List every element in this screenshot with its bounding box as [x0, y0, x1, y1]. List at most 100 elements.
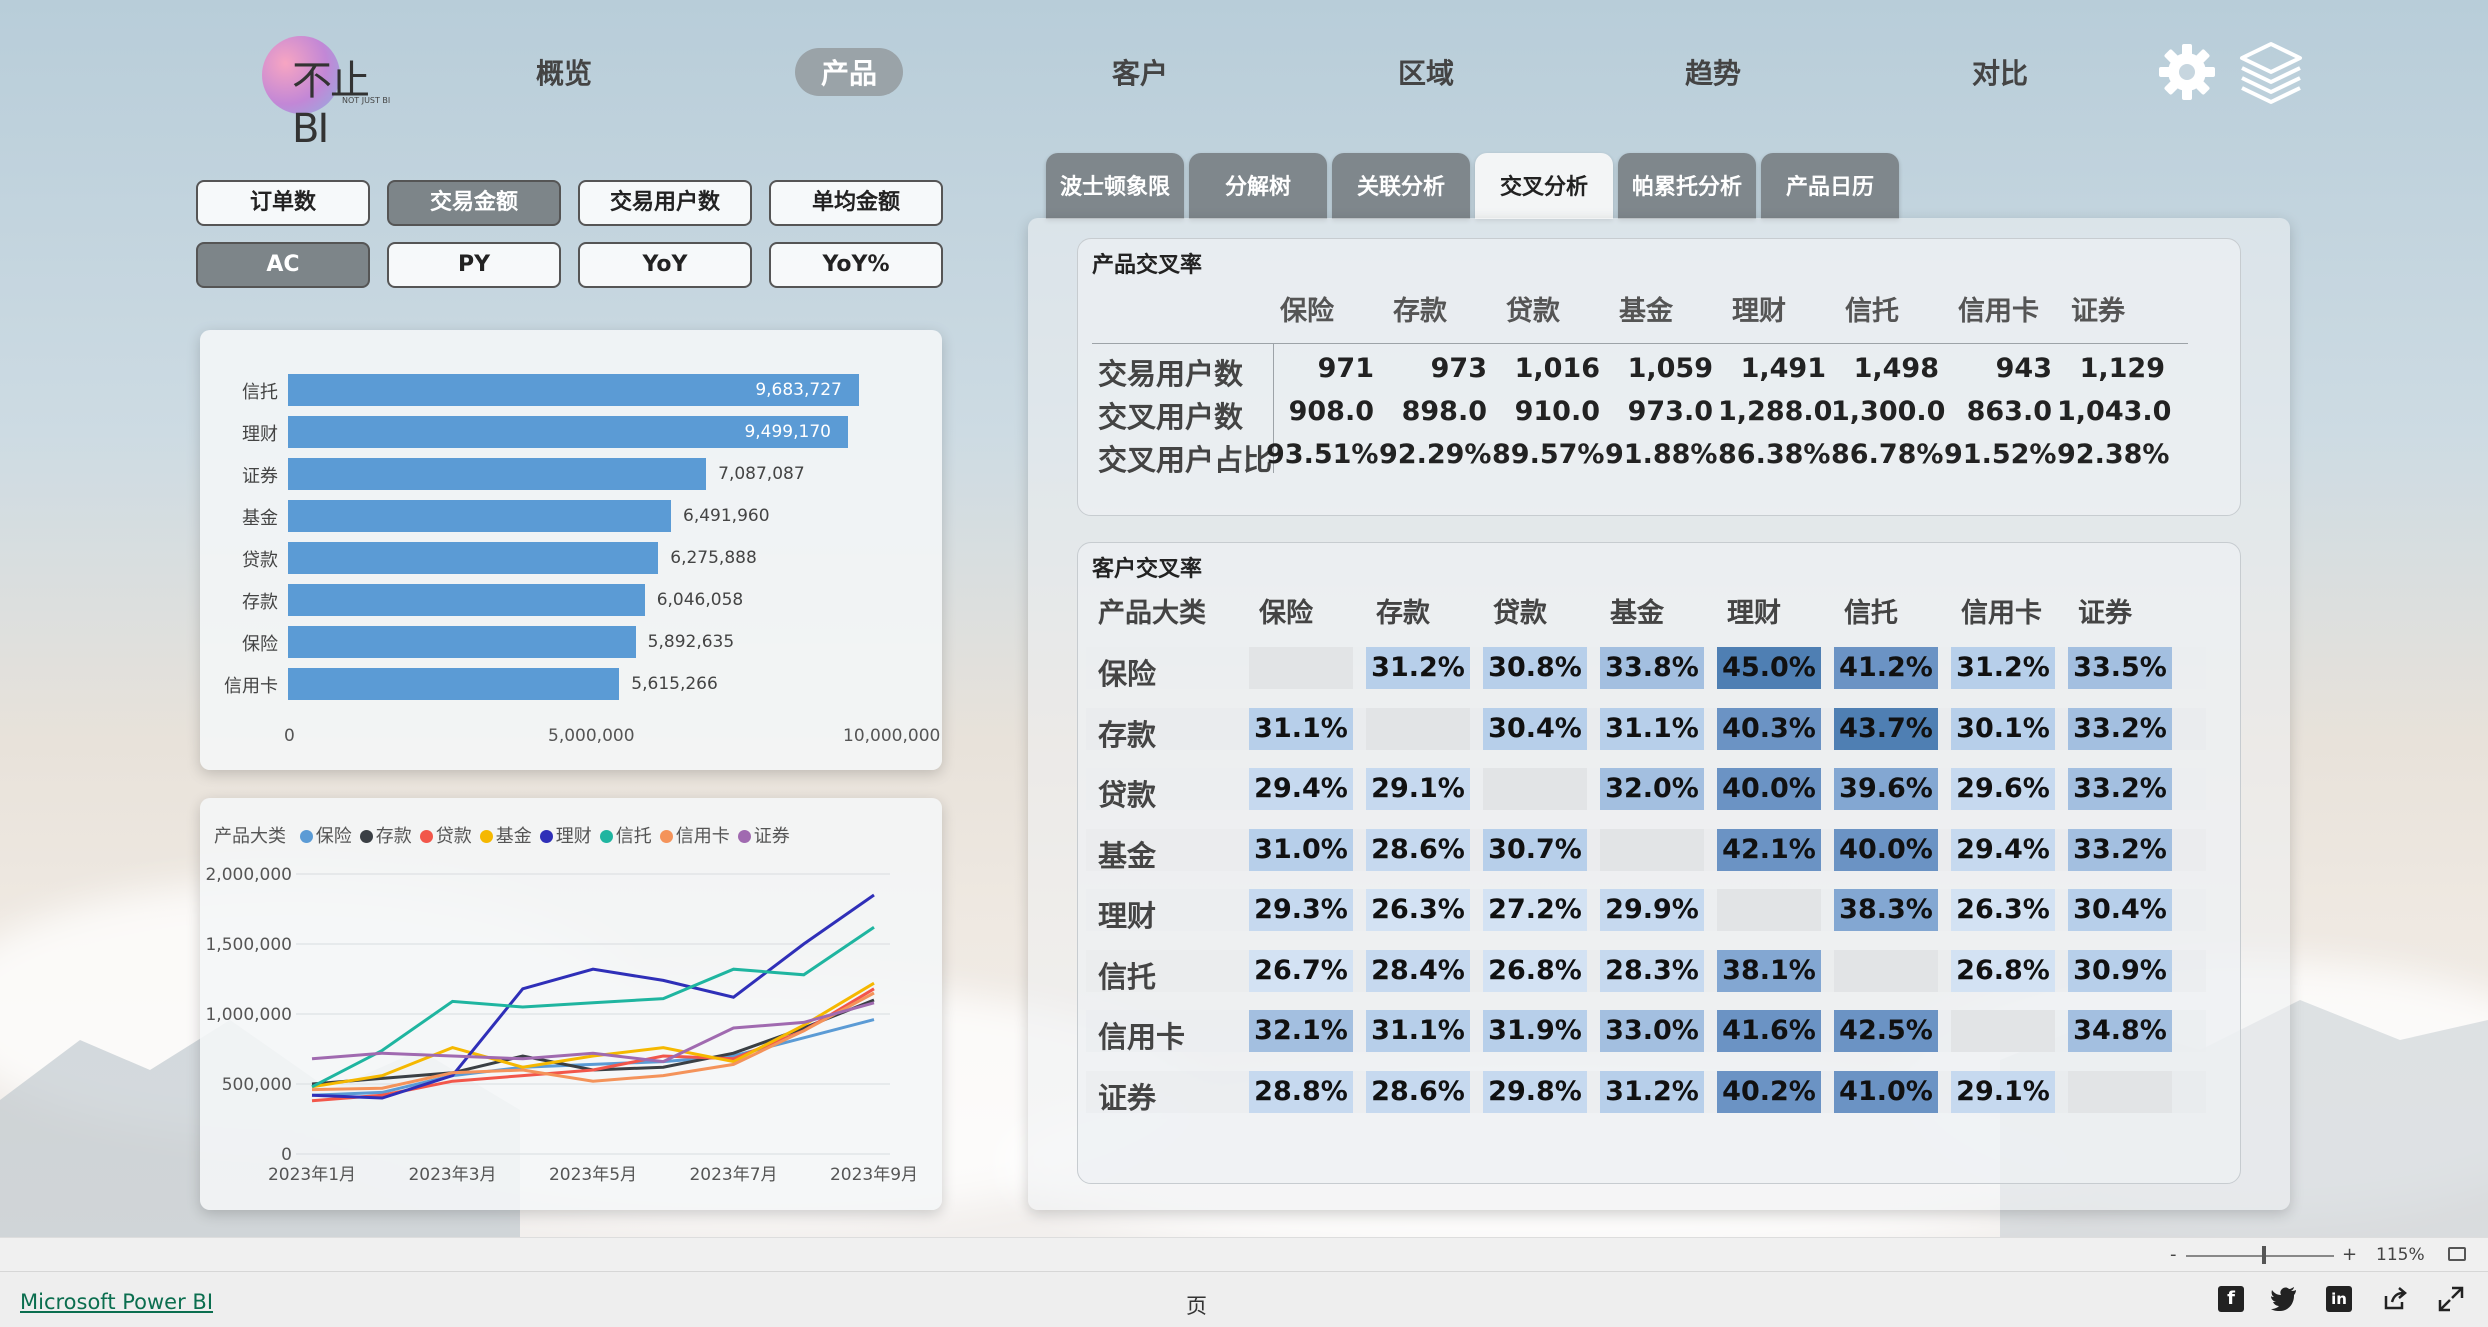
matrix-cell[interactable]: [1717, 889, 1821, 931]
period-py-button[interactable]: PY: [387, 242, 561, 288]
layers-icon[interactable]: [2236, 38, 2306, 106]
gear-icon[interactable]: [2157, 42, 2217, 102]
measure-orders-button[interactable]: 订单数: [196, 180, 370, 226]
matrix-cell[interactable]: [1834, 949, 1938, 992]
matrix-cell[interactable]: 29.1%: [1366, 768, 1470, 810]
zoom-in-button[interactable]: +: [2342, 1244, 2358, 1265]
share-icon[interactable]: [2382, 1286, 2408, 1312]
matrix-cell[interactable]: 26.8%: [1483, 949, 1587, 992]
matrix-cell[interactable]: 33.2%: [2068, 707, 2172, 750]
matrix-cell[interactable]: 26.8%: [1951, 949, 2055, 992]
matrix-cell[interactable]: [2068, 1070, 2172, 1113]
matrix-cell[interactable]: 31.0%: [1249, 828, 1353, 871]
matrix-cell[interactable]: 40.2%: [1717, 1070, 1821, 1113]
nav-overview[interactable]: 概览: [536, 57, 593, 90]
nav-region[interactable]: 区域: [1398, 57, 1455, 90]
bar[interactable]: [288, 374, 860, 406]
nav-compare[interactable]: 对比: [1972, 57, 2029, 90]
matrix-cell[interactable]: 42.5%: [1834, 1010, 1938, 1052]
matrix-cell[interactable]: 40.3%: [1717, 707, 1821, 750]
matrix-cell[interactable]: [1366, 707, 1470, 750]
series-line-4[interactable]: [311, 893, 875, 1100]
nav-customer[interactable]: 客户: [1112, 57, 1169, 90]
matrix-cell[interactable]: 26.7%: [1249, 949, 1353, 992]
zoom-slider[interactable]: [2186, 1255, 2334, 1257]
bar[interactable]: [288, 500, 672, 532]
matrix-cell[interactable]: 31.2%: [1600, 1070, 1704, 1113]
matrix-cell[interactable]: 29.4%: [1249, 768, 1353, 810]
matrix-cell[interactable]: 30.8%: [1483, 647, 1587, 689]
legend-item[interactable]: 理财: [539, 826, 592, 847]
matrix-cell[interactable]: 29.9%: [1600, 889, 1704, 931]
matrix-cell[interactable]: 40.0%: [1717, 768, 1821, 810]
matrix-cell[interactable]: 30.4%: [2068, 889, 2172, 931]
matrix-cell[interactable]: [1249, 647, 1353, 689]
legend-item[interactable]: 信用卡: [659, 826, 730, 847]
legend-item[interactable]: 基金: [479, 826, 532, 847]
nav-product[interactable]: 产品: [795, 48, 904, 96]
tab-5[interactable]: 产品日历: [1761, 153, 1899, 219]
measure-amount-button[interactable]: 交易金额: [387, 180, 561, 226]
zoom-slider-thumb[interactable]: [2262, 1246, 2266, 1264]
bar[interactable]: [288, 668, 620, 700]
matrix-cell[interactable]: 32.1%: [1249, 1010, 1353, 1052]
measure-users-button[interactable]: 交易用户数: [578, 180, 752, 226]
matrix-cell[interactable]: 33.8%: [1600, 647, 1704, 689]
matrix-cell[interactable]: 28.6%: [1366, 828, 1470, 871]
tab-4[interactable]: 帕累托分析: [1618, 153, 1756, 219]
tab-2[interactable]: 关联分析: [1332, 153, 1470, 219]
matrix-cell[interactable]: 31.2%: [1951, 647, 2055, 689]
fullscreen-icon[interactable]: [2438, 1286, 2464, 1312]
matrix-cell[interactable]: 38.1%: [1717, 949, 1821, 992]
matrix-cell[interactable]: 31.1%: [1366, 1010, 1470, 1052]
bar[interactable]: [288, 416, 849, 448]
matrix-cell[interactable]: 31.2%: [1366, 647, 1470, 689]
twitter-icon[interactable]: [2270, 1286, 2298, 1312]
facebook-icon[interactable]: f: [2218, 1286, 2244, 1312]
logo[interactable]: 不止BI NOT JUST BI: [262, 36, 392, 152]
matrix-cell[interactable]: 28.8%: [1249, 1070, 1353, 1113]
series-line-6[interactable]: [311, 991, 875, 1092]
matrix-cell[interactable]: [1600, 828, 1704, 871]
matrix-cell[interactable]: 29.3%: [1249, 889, 1353, 931]
legend-item[interactable]: 贷款: [419, 826, 472, 847]
series-line-0[interactable]: [311, 1018, 875, 1097]
matrix-cell[interactable]: 31.1%: [1600, 707, 1704, 750]
series-line-3[interactable]: [311, 981, 875, 1089]
bar[interactable]: [288, 542, 659, 574]
matrix-cell[interactable]: [1483, 768, 1587, 810]
powerbi-link[interactable]: Microsoft Power BI: [20, 1290, 214, 1314]
matrix-cell[interactable]: 28.6%: [1366, 1070, 1470, 1113]
matrix-cell[interactable]: 41.6%: [1717, 1010, 1821, 1052]
series-line-5[interactable]: [311, 925, 875, 1089]
matrix-cell[interactable]: 33.2%: [2068, 828, 2172, 871]
matrix-cell[interactable]: 30.9%: [2068, 949, 2172, 992]
matrix-cell[interactable]: 42.1%: [1717, 828, 1821, 871]
matrix-cell[interactable]: 34.8%: [2068, 1010, 2172, 1052]
matrix-cell[interactable]: 31.1%: [1249, 707, 1353, 750]
matrix-cell[interactable]: 43.7%: [1834, 707, 1938, 750]
matrix-cell[interactable]: 27.2%: [1483, 889, 1587, 931]
matrix-cell[interactable]: 30.1%: [1951, 707, 2055, 750]
legend-item[interactable]: 信托: [599, 826, 652, 847]
matrix-cell[interactable]: 45.0%: [1717, 647, 1821, 689]
tab-1[interactable]: 分解树: [1189, 153, 1327, 219]
measure-avg-button[interactable]: 单均金额: [769, 180, 943, 226]
legend-item[interactable]: 证券: [737, 826, 790, 847]
fit-page-icon[interactable]: [2448, 1247, 2466, 1261]
bar[interactable]: [288, 626, 636, 658]
matrix-cell[interactable]: 38.3%: [1834, 889, 1938, 931]
bar[interactable]: [288, 584, 645, 616]
series-line-7[interactable]: [311, 1001, 875, 1064]
matrix-cell[interactable]: 28.4%: [1366, 949, 1470, 992]
period-ac-button[interactable]: AC: [196, 242, 370, 288]
matrix-cell[interactable]: 33.0%: [1600, 1010, 1704, 1052]
period-yoy-button[interactable]: YoY: [578, 242, 752, 288]
matrix-cell[interactable]: [1951, 1010, 2055, 1052]
matrix-cell[interactable]: 26.3%: [1951, 889, 2055, 931]
linkedin-icon[interactable]: in: [2326, 1286, 2352, 1312]
matrix-cell[interactable]: 29.6%: [1951, 768, 2055, 810]
matrix-cell[interactable]: 29.4%: [1951, 828, 2055, 871]
matrix-cell[interactable]: 33.5%: [2068, 647, 2172, 689]
matrix-cell[interactable]: 41.0%: [1834, 1070, 1938, 1113]
